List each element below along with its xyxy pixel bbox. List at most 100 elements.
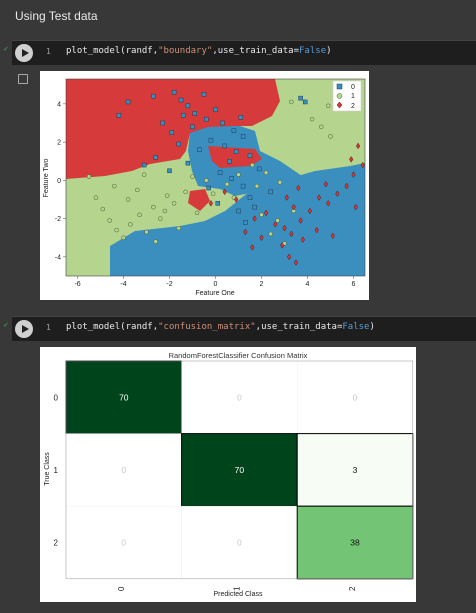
data-point-class-0	[247, 195, 253, 200]
data-point-class-0	[233, 149, 239, 154]
matrix-cell	[296, 433, 414, 507]
data-point-class-1	[325, 103, 331, 109]
data-point-class-0	[206, 185, 211, 191]
row-label: 2	[54, 539, 59, 548]
legend-label-0: 0	[351, 84, 355, 91]
x-tick-label: -2	[166, 281, 172, 288]
data-point-class-0	[247, 153, 253, 158]
data-point-class-2	[293, 259, 299, 266]
code-line[interactable]: plot_model(randf,"confusion_matrix",use_…	[66, 322, 375, 332]
matrix-cell-value: 70	[235, 465, 245, 475]
output-icon	[18, 74, 28, 84]
data-point-class-2	[298, 217, 303, 224]
data-point-class-0	[302, 99, 308, 105]
data-point-class-2	[287, 253, 292, 261]
data-point-class-1	[176, 225, 181, 231]
data-point-class-1	[137, 212, 142, 218]
status-check-icon: ✓	[3, 322, 9, 329]
confusion-matrix-plot: RandomForestClassifier Confusion Matrix …	[40, 347, 416, 602]
data-point-class-0	[231, 128, 237, 133]
data-point-class-2	[250, 244, 255, 251]
matrix-cell-value: 0	[353, 392, 358, 402]
y-axis-label: Feature Two	[43, 159, 50, 198]
data-point-class-1	[112, 183, 117, 189]
matrix-cell	[181, 360, 298, 434]
data-point-class-2	[284, 194, 289, 201]
data-point-class-0	[243, 220, 248, 225]
decision-boundary-chart: -6 -4 -2 0 2 4 6 4 2 0 -2 -4 0 1 2 Feature One Feat…	[43, 78, 366, 297]
code-cell-confusion-matrix[interactable]: 1 plot_model(randf,"confusion_matrix",us…	[12, 316, 476, 341]
data-point-class-0	[217, 170, 223, 175]
data-point-class-1	[151, 204, 156, 210]
row-label: 0	[54, 393, 59, 402]
data-point-class-1	[153, 239, 158, 244]
data-point-class-2	[323, 180, 328, 188]
data-point-class-0	[125, 99, 131, 105]
data-point-class-1	[164, 193, 170, 198]
data-point-class-0	[151, 93, 156, 99]
matrix-cell-value: 38	[350, 538, 360, 548]
data-point-class-0	[240, 183, 246, 189]
data-point-class-2	[344, 182, 349, 190]
x-tick-label: 2	[260, 281, 264, 288]
data-point-class-0	[208, 137, 214, 143]
y-tick-label: 4	[57, 101, 61, 108]
data-point-class-0	[171, 90, 177, 95]
data-point-class-1	[263, 170, 269, 175]
data-point-class-2	[360, 161, 365, 169]
data-point-class-0	[185, 103, 191, 109]
col-label: 0	[117, 586, 126, 591]
data-point-class-2	[282, 224, 287, 232]
data-point-class-1	[259, 212, 264, 218]
data-point-class-1	[275, 218, 280, 223]
data-point-class-0	[240, 134, 246, 139]
data-point-class-0	[238, 115, 244, 120]
data-point-class-1	[125, 197, 131, 202]
code-line[interactable]: plot_model(randf,"boundary",use_train_da…	[66, 46, 332, 56]
legend-marker-2	[336, 101, 343, 109]
matrix-cell	[65, 360, 183, 435]
data-point-class-1	[224, 181, 230, 187]
matrix-cell-value: 0	[237, 538, 242, 548]
data-point-class-2	[353, 203, 358, 211]
col-label: 1	[232, 586, 241, 591]
data-point-class-2	[252, 215, 257, 222]
data-point-class-0	[213, 107, 218, 112]
data-point-class-0	[215, 201, 221, 206]
matrix-cell	[181, 433, 298, 507]
data-point-class-1	[309, 116, 315, 122]
code-cell-boundary[interactable]: 1 plot_model(randf,"boundary",use_train_…	[12, 40, 476, 65]
data-point-class-0	[181, 113, 186, 118]
data-point-class-1	[250, 162, 255, 168]
data-point-class-0	[298, 95, 303, 101]
data-point-class-2	[316, 194, 322, 201]
data-point-class-0	[167, 168, 172, 174]
data-point-class-0	[160, 120, 165, 126]
data-point-class-0	[169, 130, 175, 135]
y-axis-label: True Class	[44, 452, 51, 486]
data-point-class-1	[107, 218, 112, 223]
legend-label-2: 2	[351, 103, 355, 110]
data-point-class-2	[356, 142, 361, 150]
x-axis-label: Feature One	[195, 290, 234, 297]
run-cell-button[interactable]	[15, 44, 33, 62]
data-point-class-2	[326, 200, 331, 207]
status-check-icon: ✓	[3, 46, 9, 53]
legend-label-1: 1	[351, 93, 355, 100]
data-point-class-2	[234, 196, 239, 203]
matrix-cell-value: 0	[237, 392, 242, 402]
data-point-class-2	[307, 207, 312, 215]
run-cell-button[interactable]	[15, 320, 33, 338]
data-point-class-2	[335, 190, 340, 198]
data-point-class-1	[254, 183, 260, 189]
data-point-class-0	[222, 143, 227, 149]
data-point-class-2	[243, 228, 248, 236]
section-title: Using Test data	[15, 9, 98, 23]
x-tick-label: -6	[74, 281, 80, 288]
col-label: 2	[348, 586, 357, 591]
chart-legend: 0 1 2	[332, 80, 362, 112]
legend-marker-0	[336, 83, 343, 90]
x-tick-label: 4	[306, 281, 310, 288]
matrix-cell	[296, 360, 414, 434]
data-point-class-1	[210, 191, 216, 197]
